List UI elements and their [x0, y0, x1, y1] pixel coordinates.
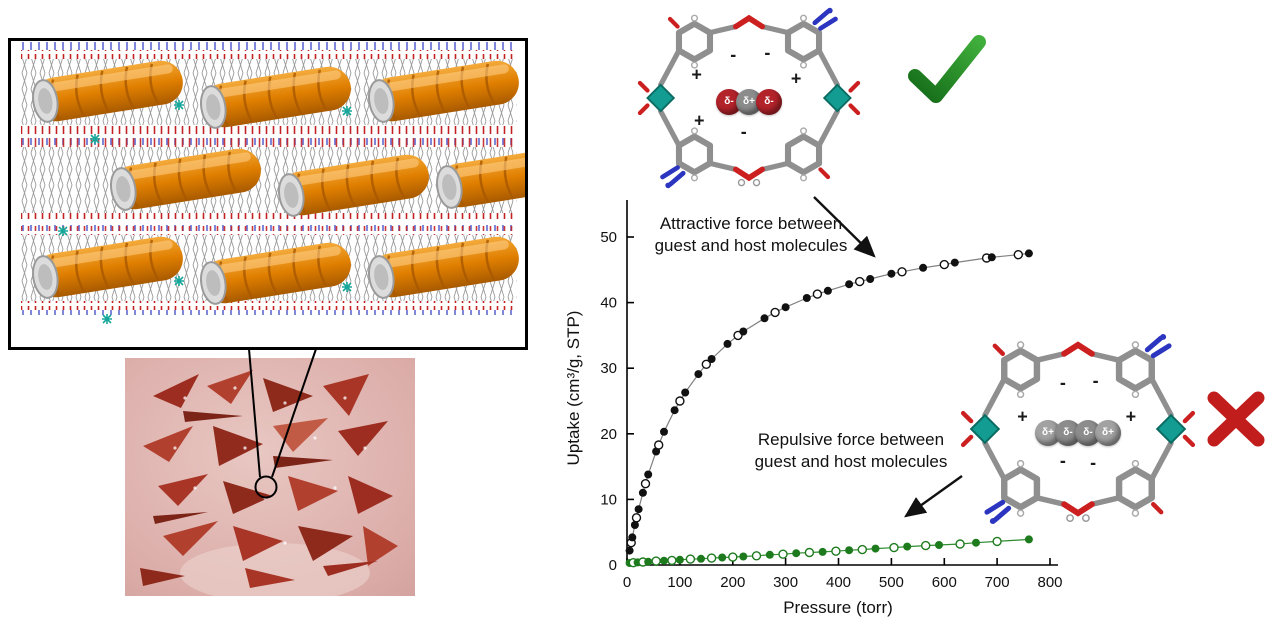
repulsive-pore-diagram: δ+ δ- δ- δ+ - - + + - -	[952, 330, 1204, 528]
svg-text:10: 10	[600, 491, 617, 508]
charge-symbol: -	[1059, 372, 1066, 393]
charge-symbol: +	[691, 64, 702, 85]
attractive-pore-diagram: δ- δ+ δ- - - + + + -	[618, 4, 880, 192]
charge-symbol: +	[1125, 406, 1137, 427]
svg-text:500: 500	[879, 574, 904, 591]
charge-symbol: +	[1017, 406, 1028, 427]
crystal-structure-panel	[8, 38, 528, 350]
charge-symbol: +	[693, 110, 705, 131]
svg-text:0: 0	[623, 574, 631, 591]
guest-molecule: δ+ δ- δ- δ+	[1035, 419, 1121, 446]
svg-text:100: 100	[667, 574, 692, 591]
svg-text:50: 50	[600, 229, 617, 246]
svg-text:200: 200	[720, 574, 745, 591]
isotherm-chart: 0 10 20 30 40 50 0 100 200 300 400 500 600 700 800 Pres…	[558, 188, 1108, 635]
charge-symbol: -	[730, 44, 737, 65]
guest-atom-label: δ+	[1095, 419, 1121, 446]
repulsive-annotation: Repulsive force between guest and host m…	[754, 430, 948, 472]
charge-symbol: -	[740, 121, 747, 142]
crystal-structure-illustration	[11, 41, 525, 347]
svg-text:800: 800	[1037, 574, 1062, 591]
crystal-photo-image	[125, 358, 415, 596]
svg-text:600: 600	[932, 574, 957, 591]
charge-symbol: +	[790, 68, 802, 89]
svg-text:Pressure (torr): Pressure (torr)	[783, 598, 893, 617]
green-check-icon	[908, 35, 986, 103]
guest-atom-label: δ-	[756, 88, 782, 115]
svg-text:Uptake (cm³/g, STP): Uptake (cm³/g, STP)	[564, 311, 583, 466]
svg-text:700: 700	[985, 574, 1010, 591]
crystal-photo	[125, 358, 415, 596]
charge-symbol: -	[1090, 452, 1097, 473]
svg-text:40: 40	[600, 295, 617, 312]
svg-text:300: 300	[773, 574, 798, 591]
charge-symbol: -	[1092, 370, 1099, 391]
svg-text:400: 400	[826, 574, 851, 591]
svg-text:20: 20	[600, 426, 617, 443]
charge-symbol: -	[764, 42, 771, 63]
svg-text:30: 30	[600, 360, 617, 377]
svg-text:0: 0	[609, 557, 617, 574]
co2-guest-molecule: δ- δ+ δ-	[716, 88, 782, 115]
charge-symbol: -	[1059, 450, 1066, 471]
red-cross-icon	[1207, 391, 1265, 447]
